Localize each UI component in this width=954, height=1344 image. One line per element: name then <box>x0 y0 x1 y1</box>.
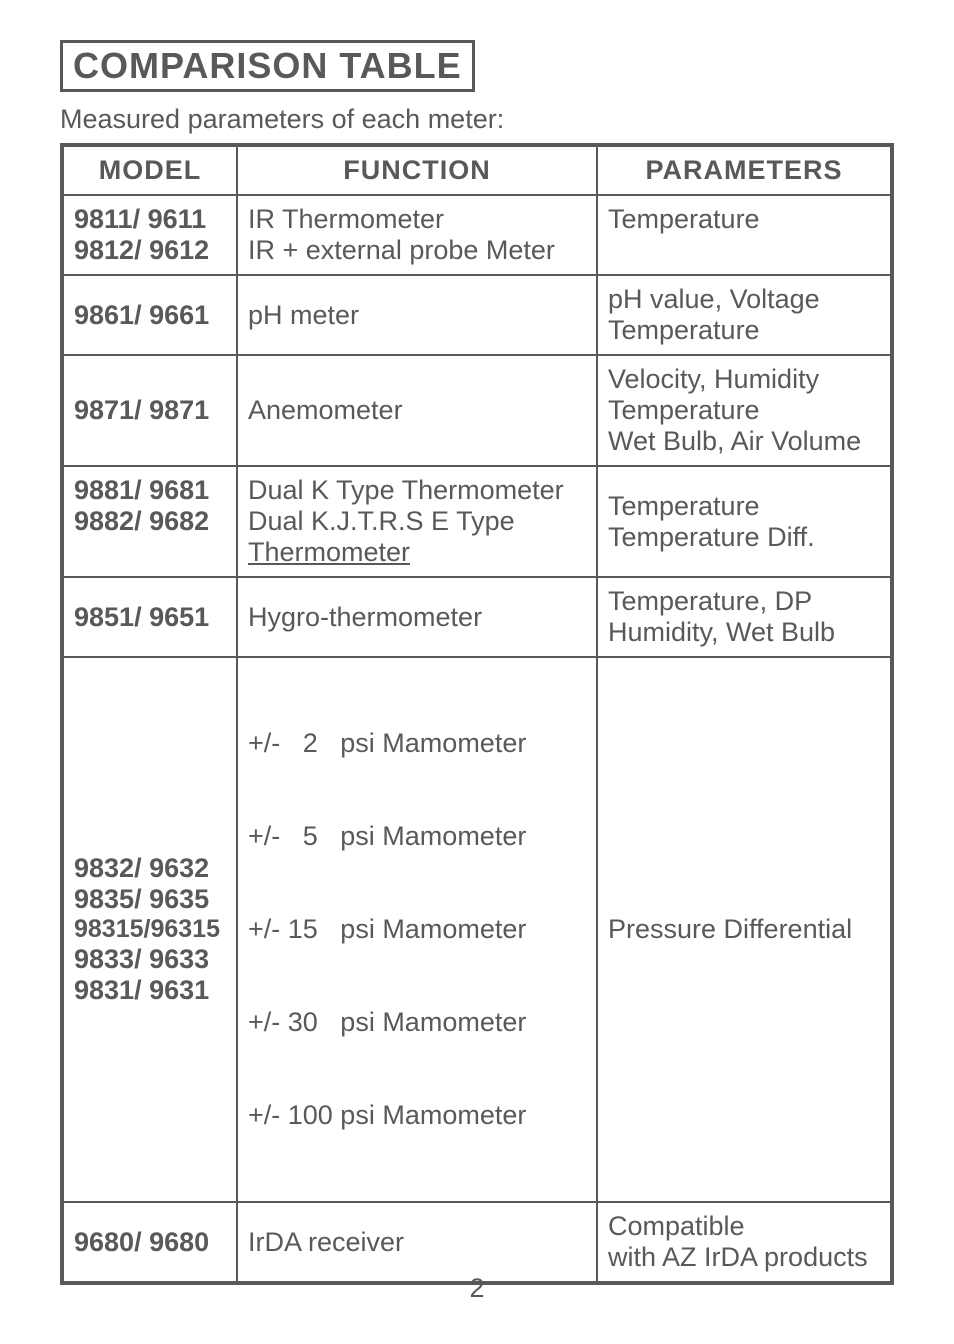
subtitle: Measured parameters of each meter: <box>60 104 894 135</box>
param-line: Temperature <box>608 395 880 426</box>
cell-model: 9680/ 9680 <box>62 1202 237 1283</box>
param-line: Pressure Differential <box>608 914 880 945</box>
header-parameters: PARAMETERS <box>597 145 892 195</box>
param-line: Velocity, Humidity <box>608 364 880 395</box>
cell-model: 9851/ 9651 <box>62 577 237 657</box>
table-row: 9832/ 9632 9835/ 9635 98315/96315 9833/ … <box>62 657 892 1202</box>
cell-function: IrDA receiver <box>237 1202 597 1283</box>
model-line: 9835/ 9635 <box>74 884 226 915</box>
func-line: +/- 5 psi Mamometer <box>248 821 586 852</box>
cell-parameters: Temperature Temperature Diff. <box>597 466 892 577</box>
model-line: 9861/ 9661 <box>74 300 226 331</box>
model-line: 9832/ 9632 <box>74 853 226 884</box>
model-line: 9833/ 9633 <box>74 944 226 975</box>
param-line: pH value, Voltage <box>608 284 880 315</box>
model-line: 9811/ 9611 <box>74 204 226 235</box>
cell-function: Dual K Type Thermometer Dual K.J.T.R.S E… <box>237 466 597 577</box>
func-line: +/- 30 psi Mamometer <box>248 1007 586 1038</box>
model-line: 9851/ 9651 <box>74 602 226 633</box>
page-number: 2 <box>0 1273 954 1304</box>
model-line: 9831/ 9631 <box>74 975 226 1006</box>
header-function: FUNCTION <box>237 145 597 195</box>
param-line: Humidity, Wet Bulb <box>608 617 880 648</box>
cell-parameters: Temperature <box>597 195 892 275</box>
model-line: 9882/ 9682 <box>74 506 226 537</box>
param-line: Temperature <box>608 491 880 522</box>
func-line: IR Thermometer <box>248 204 586 235</box>
cell-parameters: Temperature, DP Humidity, Wet Bulb <box>597 577 892 657</box>
func-line: +/- 100 psi Mamometer <box>248 1100 586 1131</box>
param-line: Compatible <box>608 1211 880 1242</box>
model-line: 9680/ 9680 <box>74 1227 226 1258</box>
func-line: pH meter <box>248 300 586 331</box>
cell-function: +/- 2 psi Mamometer +/- 5 psi Mamometer … <box>237 657 597 1202</box>
cell-parameters: Pressure Differential <box>597 657 892 1202</box>
param-line: Temperature <box>608 204 880 235</box>
func-line: +/- 2 psi Mamometer <box>248 728 586 759</box>
param-line: Wet Bulb, Air Volume <box>608 426 880 457</box>
func-line: Anemometer <box>248 395 586 426</box>
cell-model: 9832/ 9632 9835/ 9635 98315/96315 9833/ … <box>62 657 237 1202</box>
page-title: COMPARISON TABLE <box>60 40 475 92</box>
cell-parameters: Compatible with AZ IrDA products <box>597 1202 892 1283</box>
model-line: 9812/ 9612 <box>74 235 226 266</box>
func-line: +/- 15 psi Mamometer <box>248 914 586 945</box>
table-row: 9811/ 9611 9812/ 9612 IR Thermometer IR … <box>62 195 892 275</box>
param-line: Temperature <box>608 315 880 346</box>
model-line: 98315/96315 <box>74 915 226 944</box>
cell-function: Hygro-thermometer <box>237 577 597 657</box>
comparison-table: MODEL FUNCTION PARAMETERS 9811/ 9611 981… <box>60 143 894 1285</box>
table-row: 9871/ 9871 Anemometer Velocity, Humidity… <box>62 355 892 466</box>
func-line: Dual K.J.T.R.S E Type <box>248 506 586 537</box>
cell-model: 9811/ 9611 9812/ 9612 <box>62 195 237 275</box>
cell-model: 9881/ 9681 9882/ 9682 <box>62 466 237 577</box>
cell-parameters: Velocity, Humidity Temperature Wet Bulb,… <box>597 355 892 466</box>
cell-function: IR Thermometer IR + external probe Meter <box>237 195 597 275</box>
cell-function: Anemometer <box>237 355 597 466</box>
table-header-row: MODEL FUNCTION PARAMETERS <box>62 145 892 195</box>
func-line: Dual K Type Thermometer <box>248 475 586 506</box>
func-line: Hygro-thermometer <box>248 602 586 633</box>
cell-model: 9861/ 9661 <box>62 275 237 355</box>
model-line: 9881/ 9681 <box>74 475 226 506</box>
param-line: Temperature Diff. <box>608 522 880 553</box>
header-model: MODEL <box>62 145 237 195</box>
table-row: 9861/ 9661 pH meter pH value, Voltage Te… <box>62 275 892 355</box>
func-line: Thermometer <box>248 537 586 568</box>
table-row: 9851/ 9651 Hygro-thermometer Temperature… <box>62 577 892 657</box>
cell-model: 9871/ 9871 <box>62 355 237 466</box>
cell-parameters: pH value, Voltage Temperature <box>597 275 892 355</box>
table-row: 9881/ 9681 9882/ 9682 Dual K Type Thermo… <box>62 466 892 577</box>
func-line: IR + external probe Meter <box>248 235 586 266</box>
model-line: 9871/ 9871 <box>74 395 226 426</box>
cell-function: pH meter <box>237 275 597 355</box>
param-line: with AZ IrDA products <box>608 1242 880 1273</box>
func-line: IrDA receiver <box>248 1227 586 1258</box>
param-line: Temperature, DP <box>608 586 880 617</box>
table-row: 9680/ 9680 IrDA receiver Compatible with… <box>62 1202 892 1283</box>
